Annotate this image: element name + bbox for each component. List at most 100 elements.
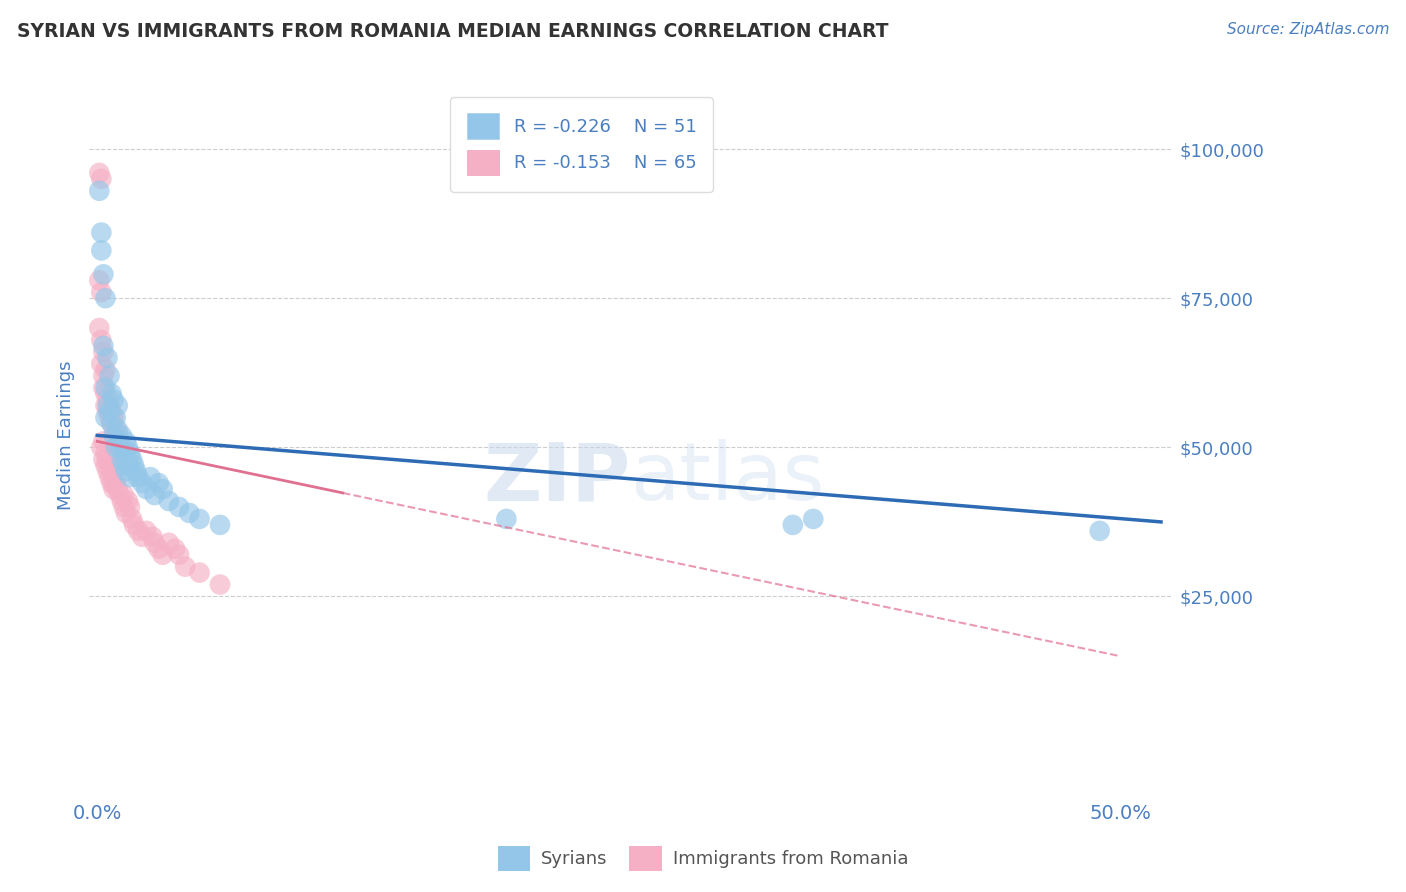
Point: [143, 536, 166, 550]
Point: [111, 494, 134, 508]
Point: [131, 476, 153, 491]
Point: [135, 482, 157, 496]
Text: atlas: atlas: [630, 440, 824, 517]
Point: [98, 458, 121, 473]
Point: [121, 452, 143, 467]
Point: [93, 339, 115, 353]
Point: [108, 446, 131, 460]
Point: [118, 446, 141, 460]
Point: [495, 512, 517, 526]
Point: [90, 440, 112, 454]
Point: [801, 512, 824, 526]
Point: [148, 476, 170, 491]
Point: [122, 517, 145, 532]
Point: [115, 506, 138, 520]
Point: [103, 482, 125, 496]
Point: [103, 392, 125, 407]
Point: [135, 524, 157, 538]
Point: [96, 392, 118, 407]
Point: [90, 172, 112, 186]
Point: [90, 226, 112, 240]
Point: [108, 434, 131, 449]
Point: [90, 244, 112, 258]
Point: [117, 494, 139, 508]
Point: [89, 184, 111, 198]
Point: [104, 476, 127, 491]
Point: [107, 428, 129, 442]
Point: [100, 417, 122, 431]
Point: [127, 470, 149, 484]
Point: [103, 476, 125, 491]
Point: [96, 399, 118, 413]
Point: [112, 488, 135, 502]
Point: [143, 488, 166, 502]
Point: [118, 470, 141, 484]
Point: [103, 410, 125, 425]
Point: [90, 357, 112, 371]
Point: [93, 452, 115, 467]
Point: [98, 404, 121, 418]
Point: [107, 399, 129, 413]
Point: [94, 291, 117, 305]
Point: [98, 368, 121, 383]
Point: [139, 470, 162, 484]
Point: [107, 440, 129, 454]
Point: [94, 399, 117, 413]
Point: [112, 500, 135, 514]
Point: [117, 458, 139, 473]
Point: [89, 273, 111, 287]
Point: [90, 333, 112, 347]
Point: [96, 404, 118, 418]
Point: [208, 577, 231, 591]
Point: [127, 524, 149, 538]
Point: [103, 428, 125, 442]
Point: [163, 541, 186, 556]
Point: [94, 363, 117, 377]
Point: [100, 476, 122, 491]
Point: [93, 268, 115, 282]
Point: [188, 512, 211, 526]
Point: [107, 422, 129, 436]
Point: [94, 410, 117, 425]
Point: [148, 541, 170, 556]
Point: [93, 381, 115, 395]
Point: [96, 452, 118, 467]
Point: [89, 166, 111, 180]
Point: [174, 559, 197, 574]
Point: [157, 536, 180, 550]
Legend: R = -0.226    N = 51, R = -0.153    N = 65: R = -0.226 N = 51, R = -0.153 N = 65: [450, 97, 713, 192]
Point: [115, 464, 138, 478]
Point: [118, 500, 141, 514]
Point: [96, 464, 118, 478]
Point: [111, 452, 134, 467]
Point: [782, 517, 804, 532]
Point: [100, 386, 122, 401]
Point: [103, 428, 125, 442]
Point: [94, 381, 117, 395]
Point: [93, 368, 115, 383]
Point: [115, 434, 138, 449]
Point: [93, 344, 115, 359]
Point: [100, 464, 122, 478]
Point: [152, 482, 174, 496]
Point: [108, 434, 131, 449]
Text: SYRIAN VS IMMIGRANTS FROM ROMANIA MEDIAN EARNINGS CORRELATION CHART: SYRIAN VS IMMIGRANTS FROM ROMANIA MEDIAN…: [17, 22, 889, 41]
Point: [121, 512, 143, 526]
Point: [157, 494, 180, 508]
Point: [107, 482, 129, 496]
Point: [112, 458, 135, 473]
Point: [108, 440, 131, 454]
Point: [96, 351, 118, 365]
Point: [141, 530, 163, 544]
Point: [167, 500, 190, 514]
Point: [93, 434, 115, 449]
Point: [104, 440, 127, 454]
Point: [1088, 524, 1111, 538]
Point: [94, 458, 117, 473]
Point: [94, 446, 117, 460]
Legend: Syrians, Immigrants from Romania: Syrians, Immigrants from Romania: [491, 838, 915, 879]
Point: [111, 428, 134, 442]
Point: [94, 386, 117, 401]
Point: [208, 517, 231, 532]
Point: [117, 440, 139, 454]
